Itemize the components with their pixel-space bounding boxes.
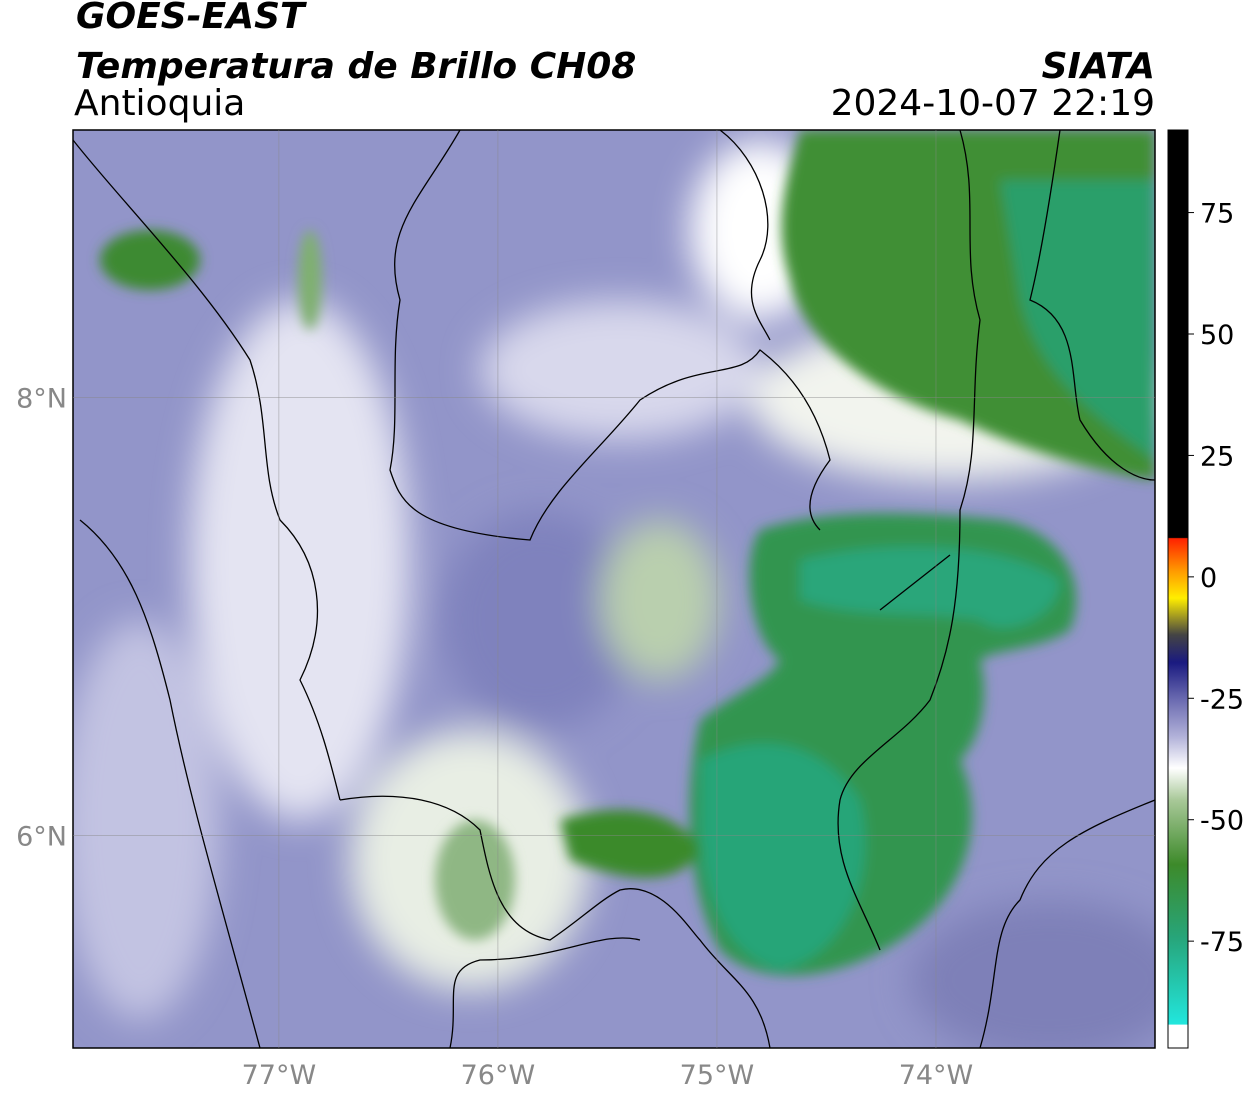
colorbar-tick-label: -25 [1200, 684, 1244, 715]
lat-tick-label: 6°N [16, 821, 67, 852]
source: SIATA [1042, 46, 1155, 87]
title: GOES-EAST [76, 0, 307, 37]
borders [73, 130, 1155, 1048]
lat-tick-label: 8°N [16, 383, 67, 414]
colorbar-tick-label: -50 [1200, 806, 1244, 837]
colorbar-tick-label: 0 [1200, 563, 1217, 594]
lon-tick-label: 76°W [461, 1060, 536, 1091]
satellite-image [73, 130, 1155, 1048]
region: Antioquia [74, 83, 245, 124]
lon-tick-label: 75°W [680, 1060, 755, 1091]
lon-tick-label: 77°W [242, 1060, 317, 1091]
lon-tick-label: 74°W [899, 1060, 974, 1091]
colorbar-tick-label: 75 [1200, 199, 1234, 230]
colorbar [1167, 129, 1189, 1049]
map-frame [72, 129, 1156, 1049]
colorbar-tick-label: 25 [1200, 441, 1234, 472]
colorbar-tick-label: 50 [1200, 320, 1234, 351]
colorbar-tick-label: -75 [1200, 927, 1244, 958]
datetime: 2024-10-07 22:19 [831, 83, 1155, 124]
subtitle: Temperatura de Brillo CH08 [76, 46, 636, 87]
